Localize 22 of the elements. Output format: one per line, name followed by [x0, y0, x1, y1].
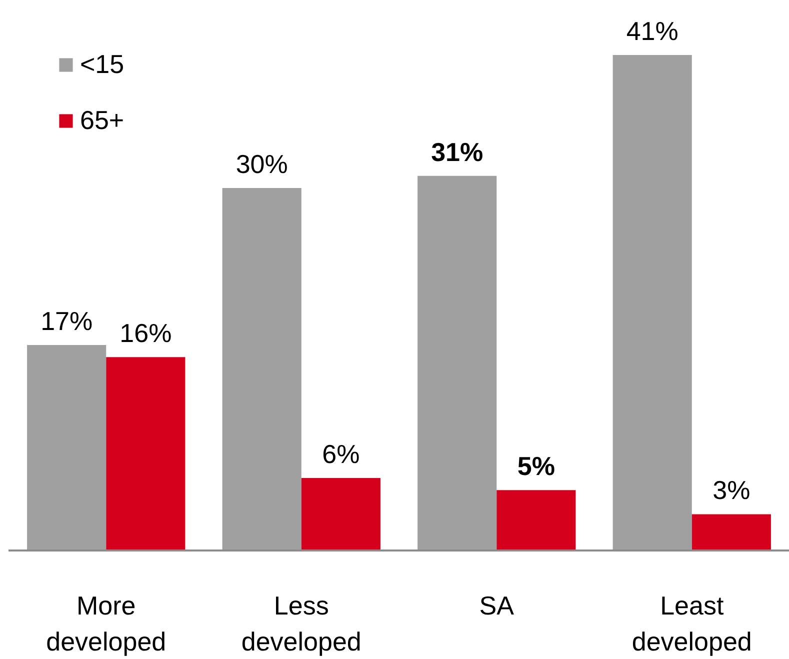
bar: [418, 176, 497, 550]
data-label: 30%: [236, 148, 288, 179]
bar: [106, 357, 186, 550]
bar: [692, 514, 771, 550]
data-label: 3%: [712, 475, 750, 506]
x-tick-label: Less developed: [241, 590, 362, 656]
data-label: 31%: [431, 136, 484, 167]
bar: [27, 345, 106, 550]
legend-label: 65+: [80, 105, 124, 136]
x-tick-label: Least developed: [632, 590, 752, 656]
x-tick-label: SA: [479, 590, 515, 620]
data-label: 41%: [626, 16, 678, 46]
bar: [612, 55, 692, 550]
x-tick-label: More developed: [46, 590, 166, 656]
data-label: 17%: [40, 306, 93, 336]
bar: [496, 490, 576, 550]
legend-label: <15: [80, 49, 124, 80]
data-label: 6%: [322, 438, 360, 469]
data-label: 5%: [517, 451, 555, 482]
bar: [222, 188, 302, 550]
bar: [301, 478, 380, 550]
data-label: 16%: [120, 318, 172, 348]
